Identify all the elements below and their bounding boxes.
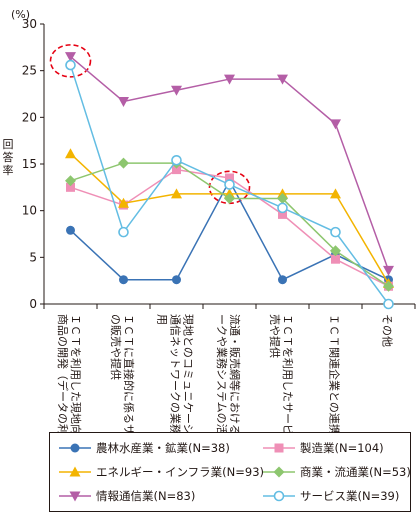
legend-label: 農林水産業・鉱業(N=38): [96, 441, 230, 455]
data-point: [277, 202, 288, 214]
line-chart: 0 5 10 15 20 25 30 ＩＣＴを利用した現地向けサービス・商品の開発（データの利…: [22, 17, 416, 432]
data-point: [66, 182, 75, 192]
y-tick-label: 20: [22, 110, 37, 124]
data-point: [172, 275, 181, 285]
legend-item: エネルギー・インフラ業(N=93): [58, 462, 264, 482]
data-point: [65, 52, 76, 63]
legend-item: 商業・流通業(N=53): [262, 462, 411, 482]
data-point: [278, 209, 287, 219]
x-category-label-line: ＩＣＴ関連企業との連携・協業: [328, 314, 342, 432]
y-tick-label: 25: [22, 64, 37, 78]
y-tick-label: 5: [29, 250, 37, 264]
data-point: [224, 74, 235, 85]
x-category-label-line: 通信ネットワークの業務システムの活: [169, 314, 183, 432]
data-point: [277, 193, 288, 205]
data-point: [65, 175, 76, 187]
legend-swatch-icon: [263, 466, 295, 478]
data-point: [118, 96, 129, 107]
y-axis-label: 回答率: [2, 138, 14, 177]
highlight-circle: [49, 44, 92, 78]
x-category-label-line: 流通・販売網等における通信ネットワ: [228, 314, 242, 432]
legend-label: 製造業(N=104): [300, 441, 384, 455]
data-point: [66, 225, 75, 235]
x-category-label-line: 用: [156, 314, 169, 325]
series-2: [65, 148, 394, 288]
legend-swatch-marker: [69, 491, 81, 502]
legend-swatch-marker: [273, 466, 285, 478]
x-category-label: ＩＣＴを利用した現地向けサービス・商品の開発（データの利活用等）: [56, 314, 83, 432]
x-category-label-line: の販売や提供: [109, 314, 123, 380]
data-point: [225, 173, 234, 183]
legend-item: 情報通信業(N=83): [58, 486, 195, 506]
x-category-label: ＩＣＴ関連企業との連携・協業: [328, 314, 342, 432]
y-tick-label: 0: [29, 297, 37, 311]
data-point: [172, 165, 181, 175]
legend-label: 情報通信業(N=83): [96, 489, 196, 503]
legend-swatch-marker: [273, 490, 285, 502]
x-category-label-line: ＩＣＴに直接的に係るサービス・商品: [122, 314, 136, 432]
legend-item: サービス業(N=39): [262, 486, 399, 506]
data-point: [383, 298, 394, 310]
x-category-label-line: その他: [381, 314, 394, 347]
x-category-label-line: ＩＣＴを利用したサービス・商品の販: [281, 314, 295, 432]
legend-item: 農林水産業・鉱業(N=38): [58, 438, 230, 458]
data-point: [330, 119, 341, 130]
x-category-label-line: ークや業務システムの活用: [215, 314, 229, 432]
legend-item: 製造業(N=104): [262, 438, 384, 458]
legend-label: サービス業(N=39): [300, 489, 400, 503]
data-point: [224, 179, 235, 190]
data-point: [224, 193, 235, 205]
data-point: [65, 59, 76, 71]
y-axis-unit: (%): [11, 8, 31, 21]
data-point: [383, 280, 394, 292]
legend-swatch-marker: [274, 443, 284, 453]
data-point: [331, 254, 340, 264]
legend-swatch-icon: [59, 466, 91, 477]
data-point: [330, 226, 341, 238]
data-point: [65, 148, 76, 159]
y-tick-label: 30: [22, 17, 37, 31]
data-point: [330, 245, 341, 257]
y-tick-label: 15: [22, 157, 37, 171]
series-line: [69, 153, 390, 284]
data-point: [277, 74, 288, 85]
x-category-label-line: ＩＣＴを利用した現地向けサービス・: [69, 314, 83, 432]
data-point: [119, 275, 128, 285]
legend-swatch-icon: [263, 490, 295, 502]
x-category-label-line: 商品の開発（データの利活用等）: [56, 314, 70, 432]
data-point: [118, 157, 129, 169]
data-point: [330, 188, 341, 199]
series-4: [65, 52, 394, 276]
data-point: [171, 85, 182, 96]
legend-swatch-icon: [59, 491, 91, 502]
legend-swatch-icon: [263, 443, 295, 453]
data-point: [118, 197, 129, 208]
data-point: [171, 188, 182, 199]
data-point: [118, 226, 129, 238]
x-category-label-line: 売や提供: [268, 314, 282, 358]
legend-swatch-marker: [70, 443, 80, 453]
data-point: [171, 154, 182, 166]
legend: 農林水産業・鉱業(N=38) 製造業(N=104) エネルギー・インフラ業(N=93…: [49, 432, 411, 512]
legend-label: エネルギー・インフラ業(N=93): [96, 465, 264, 479]
y-tick-label: 10: [22, 204, 37, 218]
legend-swatch-marker: [69, 466, 81, 477]
legend-swatch-icon: [59, 443, 91, 453]
data-point: [383, 265, 394, 276]
legend-label: 商業・流通業(N=53): [300, 465, 411, 479]
series-5: [65, 59, 394, 310]
x-category-label-line: 現地とのコミュニケーションにおける: [182, 314, 195, 432]
data-point: [278, 275, 287, 285]
x-category-label: その他: [381, 314, 394, 347]
